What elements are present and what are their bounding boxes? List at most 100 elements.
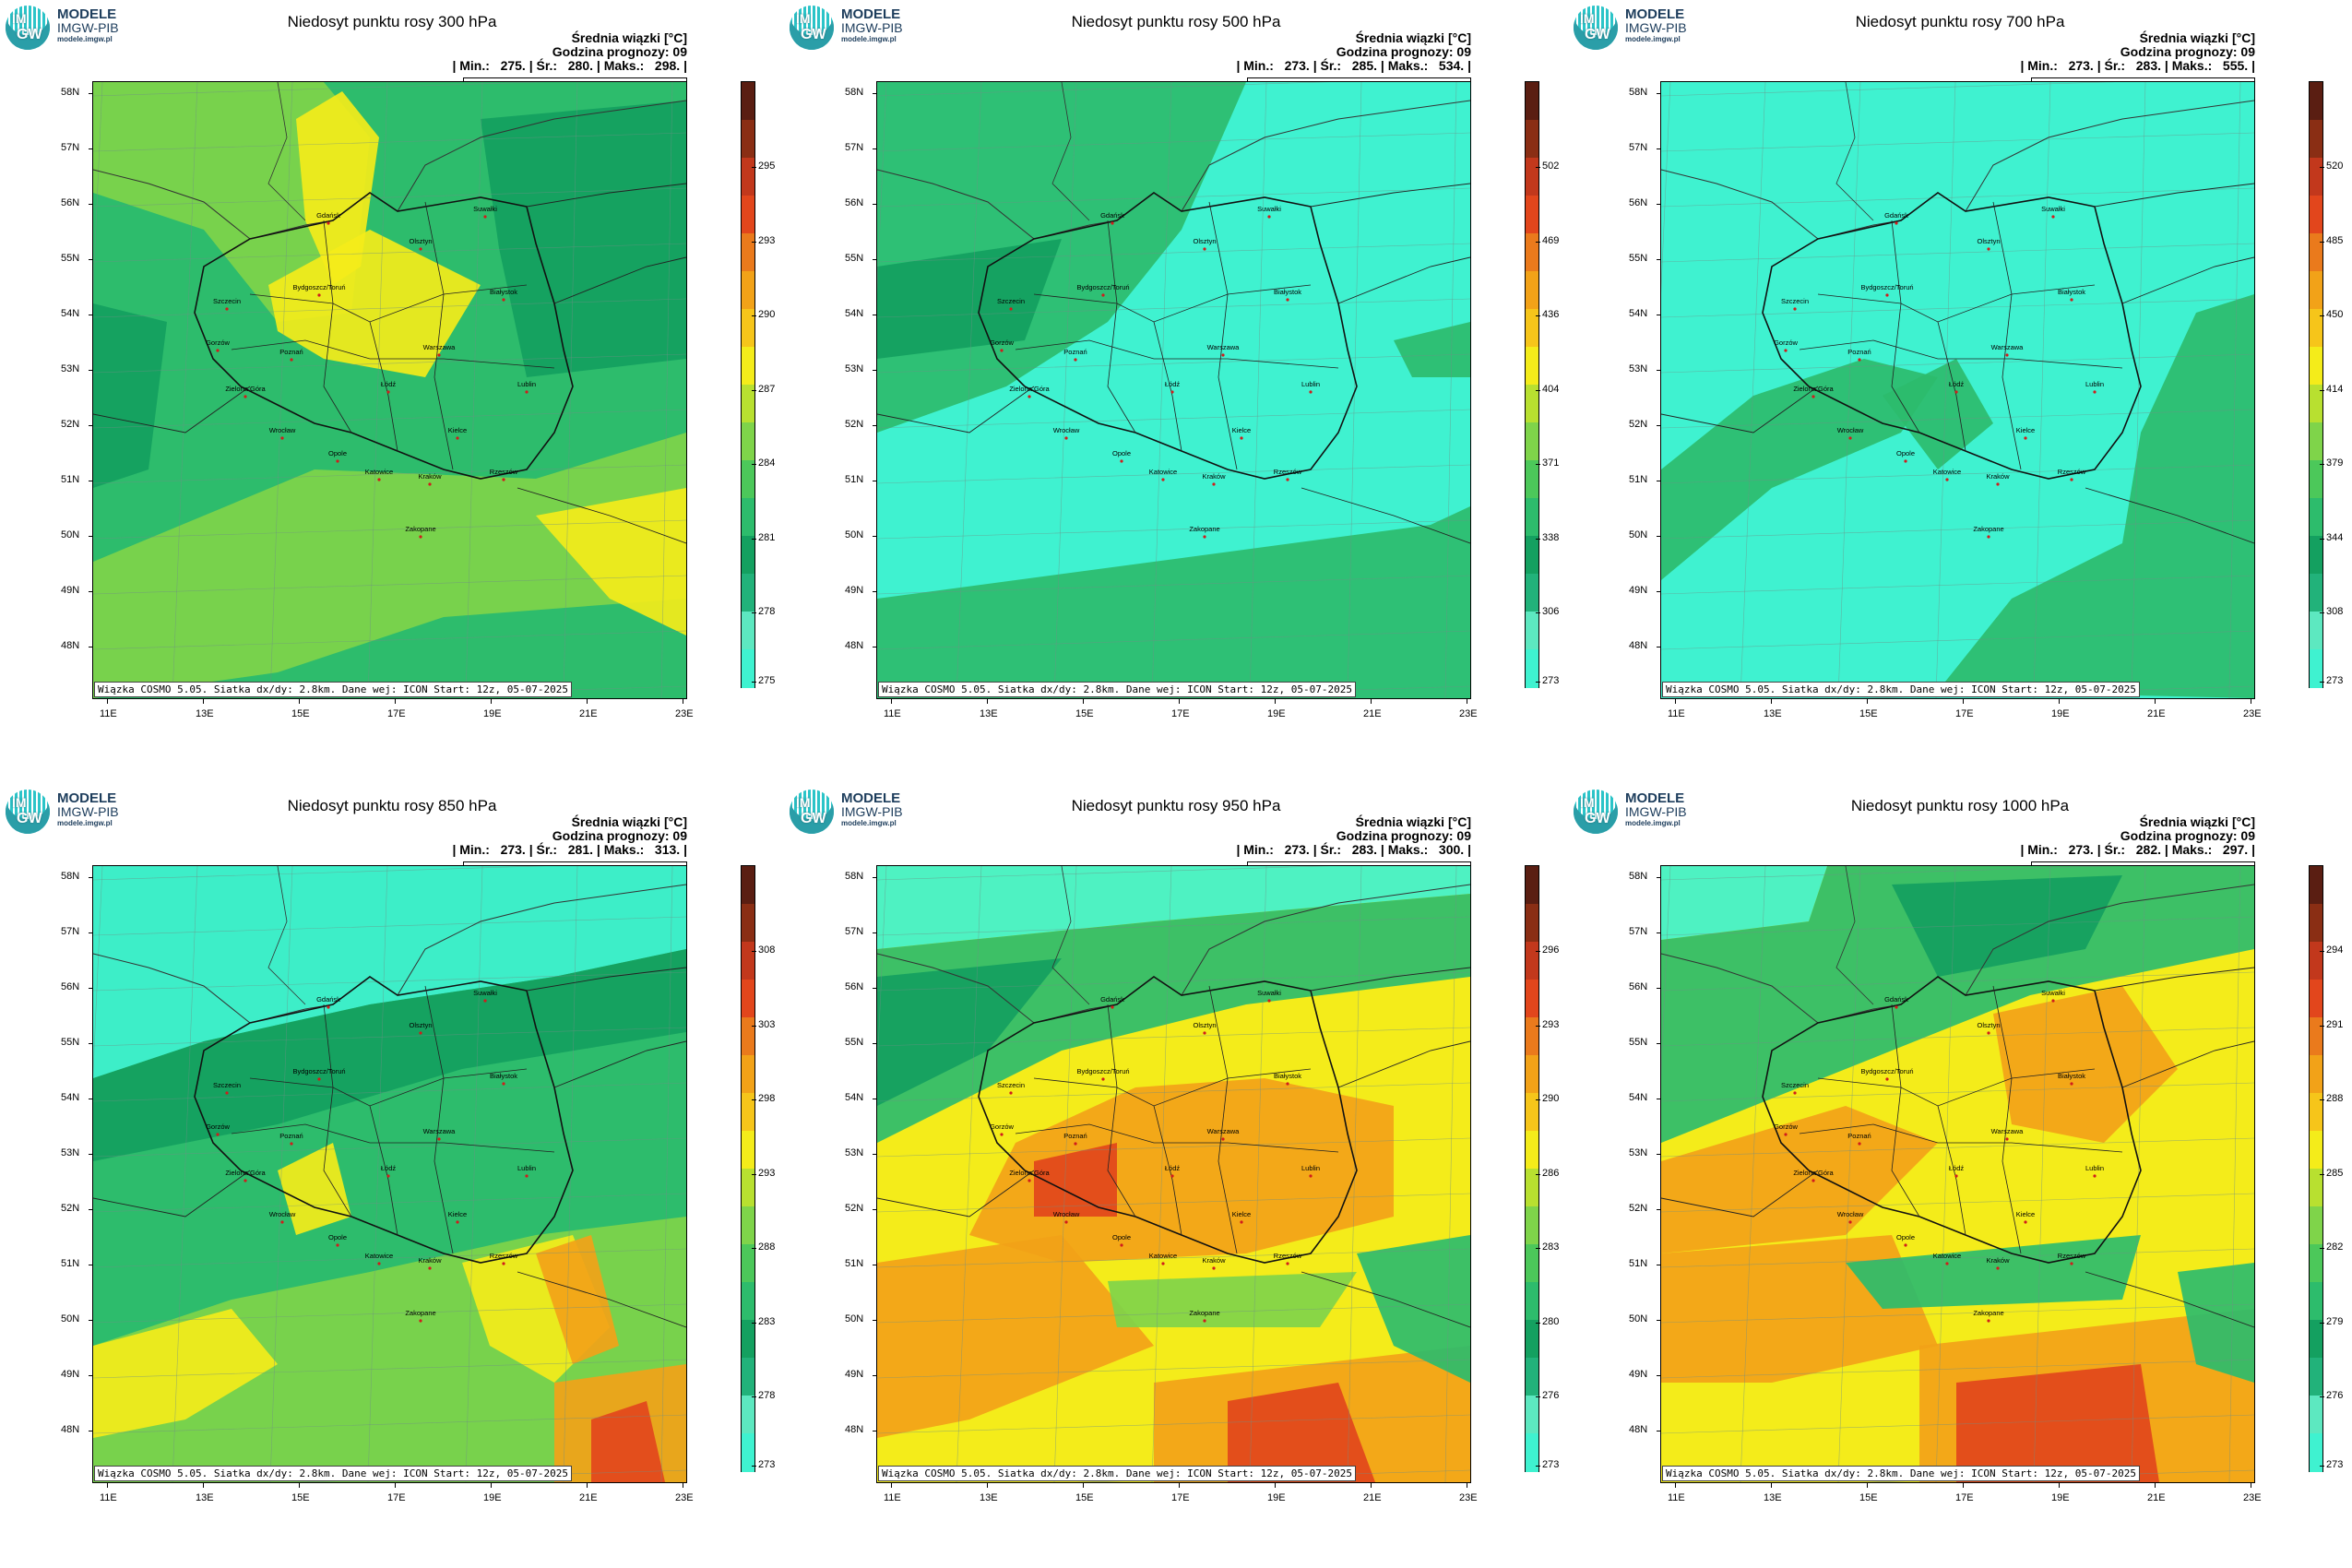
colorbar-segment xyxy=(742,612,754,650)
forecast-hour: Godzina prognozy: 09 xyxy=(552,44,687,59)
forecast-hour: Godzina prognozy: 09 xyxy=(1336,44,1471,59)
panel-title: Niedosyt punktu rosy 500 hPa xyxy=(1071,13,1281,30)
colorbar-segment xyxy=(2310,347,2322,386)
city-label: Łódź xyxy=(1949,380,1965,388)
city-label: Białystok xyxy=(1274,1072,1301,1080)
latitude-label: 52N xyxy=(61,1203,94,1214)
graticule-line xyxy=(956,866,982,1482)
imgw-logo: IM GW MODELE IMGW-PIB modele.imgw.pl xyxy=(790,6,919,52)
city-marker xyxy=(216,349,220,352)
colorbar-segment xyxy=(2310,1282,2322,1321)
city-marker xyxy=(377,478,381,481)
graticule-line xyxy=(1661,409,2254,429)
graticule-line xyxy=(2131,866,2146,1482)
city-marker xyxy=(1212,1266,1216,1270)
colorbar-segment xyxy=(742,1131,754,1170)
colorbar-segment xyxy=(742,1282,754,1321)
colorbar-segment xyxy=(2310,866,2322,905)
colorbar-label: 275 xyxy=(751,674,776,686)
logo-mark-bottom: GW xyxy=(17,811,42,826)
longitude-tick xyxy=(987,1482,988,1488)
city-marker xyxy=(2005,1137,2009,1141)
city-label: Wrocław xyxy=(1053,426,1080,434)
latitude-label: 58N xyxy=(61,87,94,98)
country-border xyxy=(93,967,686,1328)
latitude-label: 55N xyxy=(61,253,94,264)
city-marker xyxy=(437,353,441,357)
panel-title: Niedosyt punktu rosy 1000 hPa xyxy=(1850,797,2070,814)
graticule-line xyxy=(877,630,1470,650)
city-marker xyxy=(419,1031,422,1035)
field-region xyxy=(93,303,167,488)
voivodeship-border xyxy=(1891,1004,1920,1218)
colorbar-segment xyxy=(2310,158,2322,196)
colorbar-label: 285 xyxy=(2319,1167,2344,1179)
colorbar-segment xyxy=(2310,1131,2322,1170)
colorbar-segment xyxy=(1526,980,1538,1018)
longitude-label: 13E xyxy=(196,1492,214,1503)
colorbar-label: 290 xyxy=(751,309,776,320)
field-region xyxy=(877,239,1062,359)
colorbar-label: 273 xyxy=(2319,1458,2344,1470)
colorbar-label: 379 xyxy=(2319,457,2344,469)
poland-border xyxy=(194,976,574,1264)
city-marker xyxy=(1793,1091,1797,1095)
city-marker xyxy=(216,1133,220,1136)
latitude-label: 53N xyxy=(1629,1147,1662,1158)
poland-border xyxy=(1762,976,2142,1264)
graticule-line xyxy=(877,1027,1470,1047)
longitude-tick xyxy=(1771,1482,1772,1488)
colorbar-segment xyxy=(2310,942,2322,980)
latitude-label: 51N xyxy=(1629,474,1662,485)
latitude-label: 55N xyxy=(1629,253,1662,264)
city-marker xyxy=(1858,358,1861,362)
colorbar-label: 290 xyxy=(1535,1093,1560,1104)
longitude-tick xyxy=(987,698,988,704)
panel-title: Niedosyt punktu rosy 700 hPa xyxy=(1855,13,2065,30)
city-marker xyxy=(1286,1262,1289,1265)
voivodeship-border xyxy=(1015,1123,1339,1153)
model-credit: Wiązka COSMO 5.05. Siatka dx/dy: 2.8km. … xyxy=(94,682,572,697)
city-label: Zielona Góra xyxy=(225,1169,266,1177)
city-label: Olsztyn xyxy=(409,1021,432,1029)
panel-subtitle: Średnia wiązki [°C] xyxy=(571,30,687,45)
colorbar-segment xyxy=(1526,385,1538,423)
poland-border xyxy=(1762,192,2142,480)
longitude-tick xyxy=(891,698,892,704)
colorbar-label: 273 xyxy=(2319,674,2344,686)
graticule-line xyxy=(2033,866,2051,1482)
field-stats: | Min.: 273. | Śr.: 285. | Maks.: 534. | xyxy=(1236,58,1471,73)
colorbar-segment xyxy=(1526,82,1538,121)
latitude-label: 48N xyxy=(61,1424,94,1435)
voivodeship-border xyxy=(1799,1123,2123,1153)
latitude-label: 56N xyxy=(1629,981,1662,992)
city-label: Rzeszów xyxy=(1274,468,1302,476)
colorbar-segment xyxy=(1526,1244,1538,1283)
longitude-label: 21E xyxy=(1363,708,1382,719)
field-map: Gdańsk Suwałki Olsztyn Szczecin Bydgoszcz/To… xyxy=(92,865,687,1483)
city-label: Białystok xyxy=(490,288,517,296)
city-label: Katowice xyxy=(1933,468,1961,476)
city-label: Szczecin xyxy=(1781,297,1809,305)
voivodeship-border xyxy=(1799,339,2123,369)
city-marker xyxy=(1009,307,1013,311)
model-credit: Wiązka COSMO 5.05. Siatka dx/dy: 2.8km. … xyxy=(878,1466,1356,1481)
colorbar-segment xyxy=(742,1244,754,1283)
voivodeship-border xyxy=(1208,985,1238,1254)
city-label: Opole xyxy=(1112,449,1131,457)
city-label: Lublin xyxy=(517,1164,536,1172)
colorbar-segment xyxy=(742,120,754,159)
logo-line1: MODELE xyxy=(841,6,901,22)
graticule-line xyxy=(1661,575,2254,595)
city-marker xyxy=(2005,353,2009,357)
latitude-label: 48N xyxy=(61,640,94,651)
city-label: Opole xyxy=(328,1233,347,1241)
graticule-line xyxy=(1661,82,2115,97)
logo-url: modele.imgw.pl xyxy=(1625,35,1681,43)
longitude-tick xyxy=(1179,1482,1180,1488)
city-marker xyxy=(1028,395,1031,398)
latitude-label: 52N xyxy=(61,419,94,430)
colorbar-segment xyxy=(742,574,754,612)
colorbar-segment xyxy=(1526,158,1538,196)
city-label: Szczecin xyxy=(997,1081,1025,1089)
